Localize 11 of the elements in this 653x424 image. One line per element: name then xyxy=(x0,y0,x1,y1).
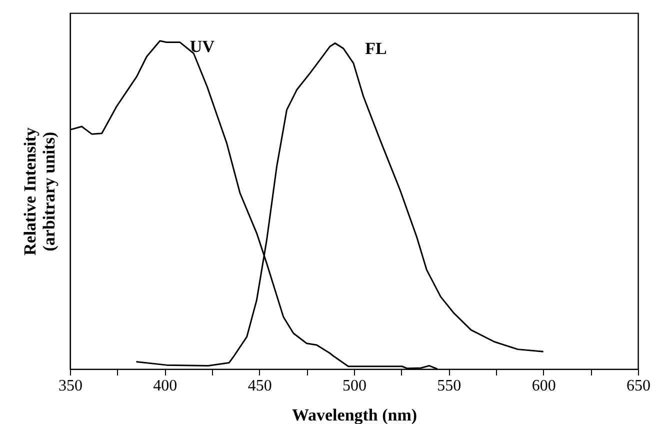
y-axis-title: Relative Intensity (arbitrary units) xyxy=(20,127,58,256)
series-label: FL xyxy=(365,39,387,58)
x-tick-label: 600 xyxy=(532,378,556,394)
x-tick-label: 500 xyxy=(342,378,366,394)
x-tick-label: 350 xyxy=(58,378,82,394)
series-label: UV xyxy=(190,36,216,56)
x-tick-label: 400 xyxy=(153,378,178,394)
x-tick-label: 550 xyxy=(437,378,462,394)
x-tick-label: 450 xyxy=(248,378,272,394)
x-axis-title: Wavelength (nm) xyxy=(292,406,418,424)
x-tick-label: 650 xyxy=(626,378,650,394)
